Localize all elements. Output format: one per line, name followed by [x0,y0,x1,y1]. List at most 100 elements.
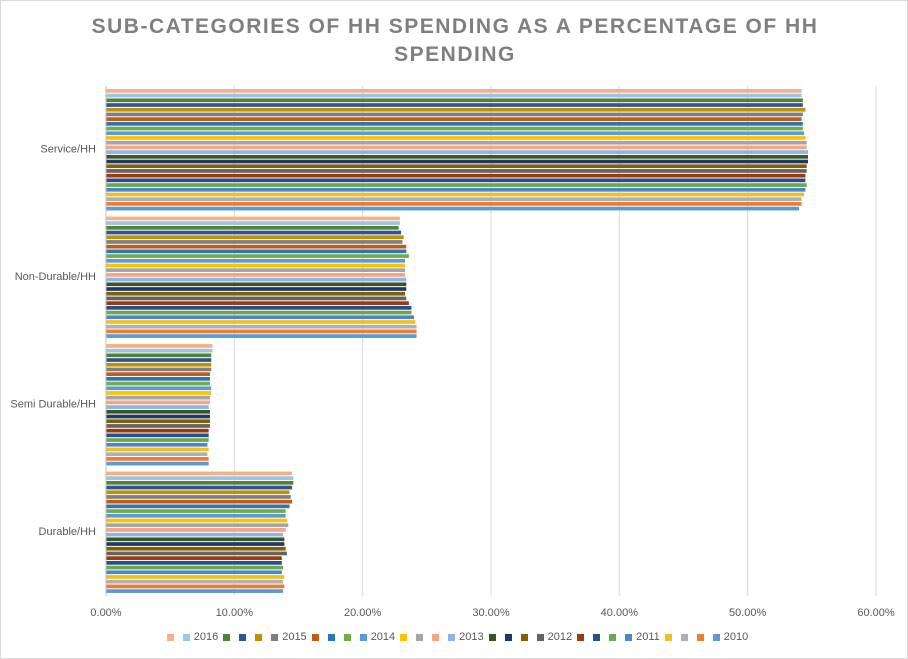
bar [106,221,400,225]
legend-item [692,633,708,641]
legend-swatch [432,633,440,641]
bar [106,362,212,367]
legend-item [572,633,588,641]
legend-swatch [166,633,174,641]
bar [106,235,404,240]
legend-swatch [609,633,617,641]
bar [106,400,210,405]
legend-swatch [504,633,512,641]
bar [106,282,407,287]
legend-swatch [255,633,263,641]
legend-swatch [223,633,231,641]
bar [106,367,212,372]
bar [106,107,806,112]
legend-item [604,633,620,641]
bar [106,159,808,164]
bar [106,518,287,523]
bar [106,103,803,107]
bar [106,424,210,428]
legend-item [218,633,234,641]
legend-item [588,633,604,641]
bar [106,93,802,98]
bar [106,386,212,391]
bar [106,140,807,145]
bar [106,216,400,221]
legend-label: 2016 [193,631,219,643]
bar [106,244,407,249]
bar [106,565,284,570]
legend-label: 2012 [547,631,573,643]
bar [106,560,282,565]
legend: 2016 2015 2014 2013 2012 2011 2010 [1,631,907,643]
legend-item [162,633,178,641]
bar [106,532,284,537]
bar [106,414,210,419]
bar [106,579,284,584]
bar [106,187,806,192]
legend-item [516,633,532,641]
bar [106,433,209,438]
bar [106,329,417,334]
bar [106,546,286,551]
legend-item [500,633,516,641]
bar [106,178,806,183]
y-tick-label: Durable/HH [39,526,97,538]
legend-item: 2011 [620,631,660,643]
chart-title: SUB-CATEGORIES OF HH SPENDING AS A PERCE… [91,15,819,66]
bar [106,131,805,136]
legend-swatch [271,633,279,641]
bar [106,230,402,235]
bar [106,490,290,495]
legend-swatch [416,633,424,641]
bar [106,584,285,589]
bar [106,381,210,386]
legend-label: 2015 [282,631,307,643]
bar [106,504,290,509]
bar [106,117,802,122]
legend-swatch [664,633,672,641]
legend-item: 2012 [532,631,572,643]
bar [106,173,806,178]
bar [106,320,416,324]
bar [106,254,409,258]
bar [106,145,807,150]
legend-label: 2014 [370,631,396,643]
bar [106,528,286,532]
legend-item [676,633,692,641]
legend-label: 2013 [459,631,484,643]
bar [106,523,289,528]
bar [106,291,406,296]
bar [106,192,805,197]
legend-label: 2011 [636,631,660,643]
bar [106,575,285,579]
legend-item [250,633,266,641]
bar [106,268,406,273]
bar [106,310,412,315]
legend-item: 2013 [443,631,484,643]
x-tick-label: 30.00% [472,607,510,619]
bar [106,277,407,282]
legend-item: 2016 [178,631,218,643]
legend-swatch [712,633,720,641]
legend-swatch [182,633,190,641]
bar [106,513,286,518]
bar [106,476,294,480]
legend-item: 2015 [266,631,307,643]
bar [106,305,412,310]
legend-swatch [536,633,544,641]
bar [106,150,808,154]
legend-swatch [577,633,585,641]
legend-item [339,633,355,641]
bar [106,89,802,93]
bar [106,287,407,291]
legend-swatch [359,633,367,641]
bar [106,301,409,305]
legend-item [395,633,411,641]
legend-item [323,633,339,641]
bar [106,206,799,211]
legend-swatch [488,633,496,641]
legend-item [411,633,427,641]
bar [106,542,285,546]
